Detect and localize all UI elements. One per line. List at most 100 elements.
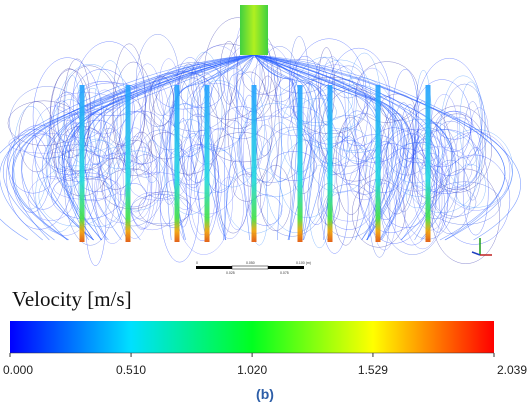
streamline [253, 54, 410, 241]
streamline [116, 139, 153, 176]
streamline [399, 141, 440, 164]
jet [204, 85, 210, 242]
streamline [265, 129, 325, 233]
streamline [64, 128, 117, 246]
streamline [224, 54, 255, 241]
streamline [270, 151, 317, 181]
streamline [84, 162, 107, 266]
streamline [48, 99, 91, 187]
streamline [143, 139, 161, 183]
streamline [98, 110, 169, 227]
streamline [130, 191, 174, 231]
streamline [49, 100, 75, 173]
streamline [232, 173, 261, 202]
streamline [131, 63, 164, 175]
streamline [331, 127, 361, 246]
streamline [292, 56, 357, 149]
streamline [213, 132, 271, 163]
streamline [199, 68, 266, 188]
streamline [253, 54, 513, 241]
colorbar-tick-label: 0.000 [3, 363, 33, 377]
jet [327, 85, 333, 242]
streamline [190, 80, 247, 152]
streamline [192, 45, 245, 131]
scale-label: 0 [196, 261, 198, 265]
streamline [53, 176, 122, 200]
streamline [435, 187, 477, 217]
colorbar-tick-label: 1.529 [358, 363, 388, 377]
streamline [159, 148, 200, 263]
streamline [74, 178, 112, 202]
streamline [12, 54, 255, 241]
streamline [156, 61, 232, 132]
inlet-nozzle [240, 5, 268, 55]
streamline [250, 179, 268, 246]
streamline [363, 140, 388, 188]
streamline [223, 54, 255, 241]
streamline [94, 152, 151, 224]
jet [297, 85, 303, 242]
streamline [99, 158, 132, 190]
colorbar-ticks: 0.000 0.510 1.020 1.529 2.039 [3, 352, 527, 377]
jets [79, 85, 431, 242]
streamline [454, 164, 486, 209]
streamline [174, 118, 192, 228]
streamline [342, 110, 373, 165]
streamline [253, 54, 521, 241]
colorbar-tick-label: 2.039 [497, 363, 527, 377]
streamline [253, 54, 402, 241]
scale-label: 0.050 [246, 261, 255, 265]
streamline [248, 194, 283, 226]
jet [375, 85, 381, 242]
streamline [369, 140, 403, 220]
streamline [462, 101, 483, 201]
streamline [431, 168, 500, 264]
jet [174, 85, 180, 242]
streamline [159, 103, 210, 158]
axis-triad [471, 238, 492, 256]
streamline [225, 159, 249, 230]
streamline [209, 54, 255, 241]
streamline [120, 183, 147, 208]
streamline [131, 131, 152, 165]
streamline [240, 94, 258, 178]
streamline [145, 72, 193, 151]
streamline [0, 54, 255, 241]
streamline [61, 54, 255, 241]
streamline [253, 54, 506, 241]
scale-label: 0.100 (m) [296, 261, 311, 265]
jet [251, 85, 257, 242]
streamline [32, 57, 103, 175]
streamline [27, 176, 74, 221]
streamline [102, 146, 138, 170]
streamline [253, 54, 439, 241]
streamline [162, 77, 219, 186]
streamline [34, 54, 255, 241]
streamline [8, 132, 80, 154]
jet [125, 85, 131, 242]
streamline [166, 54, 255, 241]
streamline [411, 129, 481, 194]
streamline [220, 106, 263, 140]
jet [425, 85, 431, 242]
streamline [38, 165, 111, 227]
streamline [204, 127, 236, 193]
streamline [253, 54, 301, 241]
streamline [164, 119, 216, 215]
streamline [55, 54, 255, 241]
streamline [251, 59, 296, 97]
streamline [279, 140, 336, 218]
scale-bar: 0 0.050 0.100 (m) 0.025 0.075 [196, 261, 311, 275]
streamline [391, 69, 419, 168]
colorbar-title: Velocity [m/s] [12, 287, 132, 311]
streamline [462, 147, 489, 236]
streamline [425, 120, 477, 219]
streamline [259, 164, 292, 232]
streamline [11, 54, 255, 241]
streamline [440, 75, 486, 186]
streamline [132, 154, 159, 178]
streamline [443, 83, 486, 159]
streamline [227, 71, 273, 187]
scale-segment [231, 265, 269, 270]
scale-label: 0.025 [226, 271, 235, 275]
